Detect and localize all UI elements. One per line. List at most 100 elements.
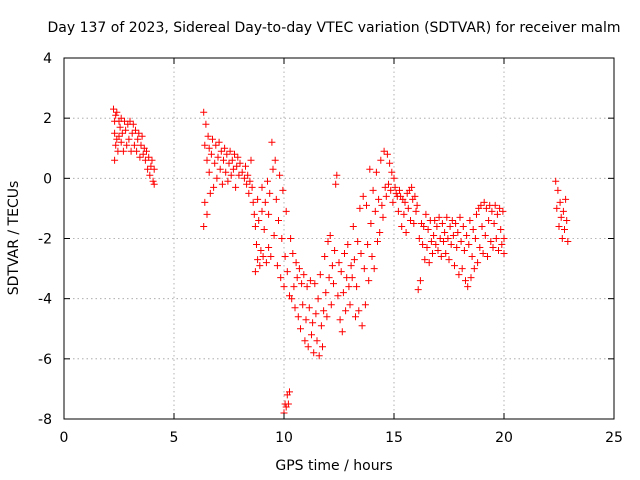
data-point <box>320 307 328 315</box>
y-tick-label: -4 <box>38 292 52 308</box>
data-point <box>118 129 126 137</box>
data-point <box>420 223 428 230</box>
data-point <box>310 349 318 357</box>
data-point <box>227 171 235 179</box>
data-point <box>484 253 491 260</box>
data-point <box>133 147 141 155</box>
data-point <box>424 226 432 233</box>
data-point <box>495 247 502 254</box>
data-point <box>149 177 157 185</box>
data-point <box>221 144 229 152</box>
data-point <box>305 304 313 312</box>
data-point <box>112 141 120 149</box>
data-point <box>251 223 259 230</box>
data-point <box>366 165 374 173</box>
data-point <box>457 238 465 245</box>
data-point <box>422 210 430 218</box>
data-point <box>363 201 370 209</box>
data-point <box>242 162 249 170</box>
data-point <box>300 271 308 279</box>
data-point <box>271 156 279 164</box>
data-point <box>262 259 270 267</box>
data-point <box>350 256 358 264</box>
data-point <box>291 304 299 312</box>
data-point <box>421 256 429 264</box>
data-point <box>258 207 266 215</box>
data-point <box>443 213 451 221</box>
data-point <box>456 213 464 221</box>
data-point <box>497 226 505 233</box>
x-axis-label: GPS time / hours <box>275 458 392 474</box>
data-point <box>209 135 216 143</box>
data-point <box>129 120 137 128</box>
data-point <box>354 238 362 245</box>
data-point <box>278 235 286 242</box>
data-point <box>115 132 123 140</box>
data-point <box>200 223 208 230</box>
data-point <box>459 223 467 230</box>
data-point <box>301 337 309 345</box>
data-point <box>253 241 260 248</box>
data-point <box>286 388 293 396</box>
data-point <box>345 283 353 291</box>
data-point <box>466 217 474 224</box>
data-point <box>272 195 280 203</box>
data-point <box>359 192 367 200</box>
data-point <box>342 307 350 315</box>
data-point <box>558 235 566 242</box>
data-point <box>266 189 274 197</box>
data-point <box>111 156 119 164</box>
data-point <box>467 274 475 282</box>
data-point <box>313 337 321 345</box>
data-point <box>357 250 365 257</box>
data-point <box>468 253 476 260</box>
data-point <box>431 217 439 224</box>
data-point <box>303 283 311 291</box>
data-point <box>360 265 368 273</box>
data-point <box>257 247 265 254</box>
data-point <box>485 217 493 224</box>
data-point <box>243 180 251 188</box>
data-point <box>423 244 431 251</box>
data-point <box>297 325 304 333</box>
data-point <box>235 171 243 179</box>
data-point <box>491 201 499 209</box>
data-point <box>268 138 276 146</box>
data-point <box>148 156 156 164</box>
data-point <box>464 283 472 291</box>
data-point <box>256 262 264 270</box>
data-point <box>134 135 142 143</box>
data-point <box>402 229 410 236</box>
data-point <box>245 189 253 197</box>
data-point <box>446 223 454 230</box>
data-point <box>228 156 236 164</box>
data-point <box>335 259 343 267</box>
data-point <box>324 238 332 245</box>
data-point <box>332 180 340 188</box>
data-point <box>224 177 232 185</box>
data-point <box>150 180 158 188</box>
data-point <box>314 295 322 303</box>
data-point <box>116 123 124 131</box>
data-point <box>416 277 424 285</box>
data-point <box>498 241 506 248</box>
data-point <box>339 289 347 297</box>
data-point <box>203 210 211 218</box>
data-point <box>374 238 381 245</box>
data-point <box>138 132 146 140</box>
data-point <box>126 117 134 125</box>
data-point <box>214 153 222 161</box>
data-point <box>254 195 262 203</box>
data-point <box>358 322 366 330</box>
data-point <box>337 268 345 276</box>
data-point <box>250 210 258 218</box>
data-point <box>141 156 149 164</box>
data-point <box>220 156 227 164</box>
data-point <box>493 210 501 218</box>
data-point <box>408 183 416 191</box>
data-point <box>205 144 213 152</box>
data-point <box>203 156 211 164</box>
x-tick-label: 25 <box>605 430 623 446</box>
data-point <box>304 343 312 351</box>
data-point <box>238 168 246 176</box>
